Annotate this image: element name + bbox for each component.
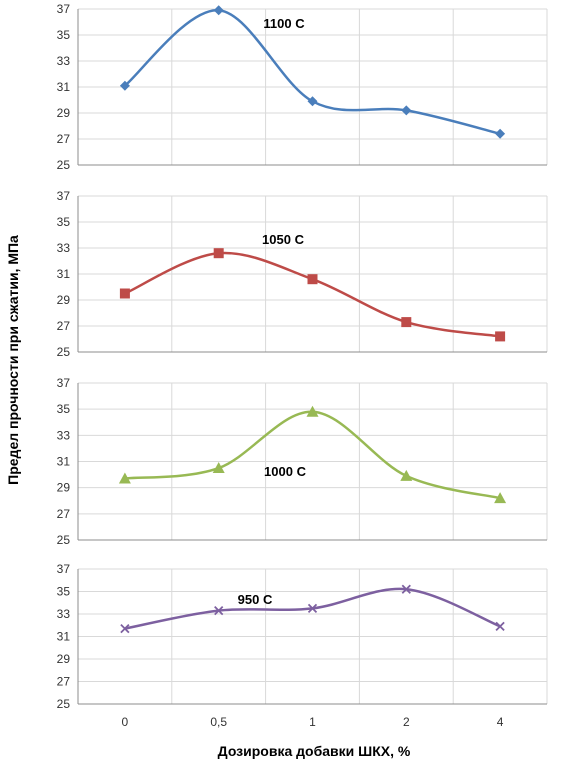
x-tick-label: 1	[309, 715, 316, 729]
data-point	[118, 472, 131, 484]
y-tick-label: 29	[57, 106, 71, 120]
y-tick-label: 33	[57, 428, 71, 442]
series-label: 950 С	[238, 592, 273, 607]
data-point	[119, 288, 130, 299]
y-tick-label: 27	[57, 132, 71, 146]
x-axis-title: Дозировка добавки ШКХ, %	[218, 743, 411, 759]
data-point	[213, 248, 224, 259]
y-tick-label: 27	[57, 507, 71, 521]
y-tick-label: 27	[57, 675, 71, 689]
panel-2: 25 27 29 31 33 35 37 1050 С	[57, 189, 548, 359]
data-point	[120, 623, 130, 634]
data-point	[495, 331, 506, 342]
y-tick-label: 25	[57, 533, 71, 547]
data-point	[494, 492, 507, 504]
y-tick-label: 37	[57, 189, 71, 203]
series-label: 1000 С	[264, 464, 307, 479]
y-tick-label: 27	[57, 319, 71, 333]
panel-3: 25 27 29 31 33 35 37 1000 С	[57, 376, 548, 547]
y-tick-label: 31	[57, 80, 71, 94]
data-point	[495, 128, 506, 139]
panel-4: 25 27 29 31 33 35 37 950 С	[57, 562, 548, 711]
y-tick-label: 31	[57, 267, 71, 281]
y-tick-label: 37	[57, 376, 71, 390]
y-tick-label: 35	[57, 28, 71, 42]
y-tick-label: 33	[57, 607, 71, 621]
y-tick-label: 29	[57, 481, 71, 495]
x-tick-label: 2	[403, 715, 410, 729]
panel-1: 25 27 29 31 33 35 37 1100 С	[57, 2, 548, 172]
data-point	[307, 274, 318, 285]
y-tick-label: 37	[57, 2, 71, 16]
y-tick-label: 31	[57, 630, 71, 644]
data-point	[212, 462, 225, 474]
data-point	[307, 96, 318, 107]
series-label: 1050 С	[262, 232, 305, 247]
data-point	[401, 584, 411, 594]
y-tick-label: 29	[57, 293, 71, 307]
data-point	[401, 317, 412, 328]
data-point	[307, 603, 318, 614]
series-line	[124, 9, 501, 136]
y-tick-label: 37	[57, 562, 71, 576]
y-tick-label: 29	[57, 652, 71, 666]
series-label: 1100 С	[263, 16, 305, 31]
data-point	[213, 5, 224, 16]
y-tick-label: 35	[57, 402, 71, 416]
x-tick-label: 0	[122, 715, 129, 729]
y-tick-label: 31	[57, 455, 71, 469]
data-point	[306, 405, 319, 417]
y-tick-label: 33	[57, 241, 71, 255]
y-tick-label: 35	[57, 215, 71, 229]
y-tick-label: 35	[57, 585, 71, 599]
x-tick-label: 0,5	[210, 715, 227, 729]
y-tick-label: 25	[57, 158, 71, 172]
series-line	[124, 251, 501, 338]
data-point	[119, 80, 130, 91]
y-tick-label: 25	[57, 345, 71, 359]
data-point	[495, 621, 505, 632]
x-tick-label: 4	[497, 715, 504, 729]
y-tick-label: 25	[57, 697, 71, 711]
data-point	[400, 469, 413, 481]
y-tick-label: 33	[57, 54, 71, 68]
y-axis-title: Предел прочности при сжатии, МПа	[5, 235, 21, 485]
data-point	[401, 105, 412, 116]
data-point	[214, 605, 224, 616]
series-line	[124, 410, 501, 500]
